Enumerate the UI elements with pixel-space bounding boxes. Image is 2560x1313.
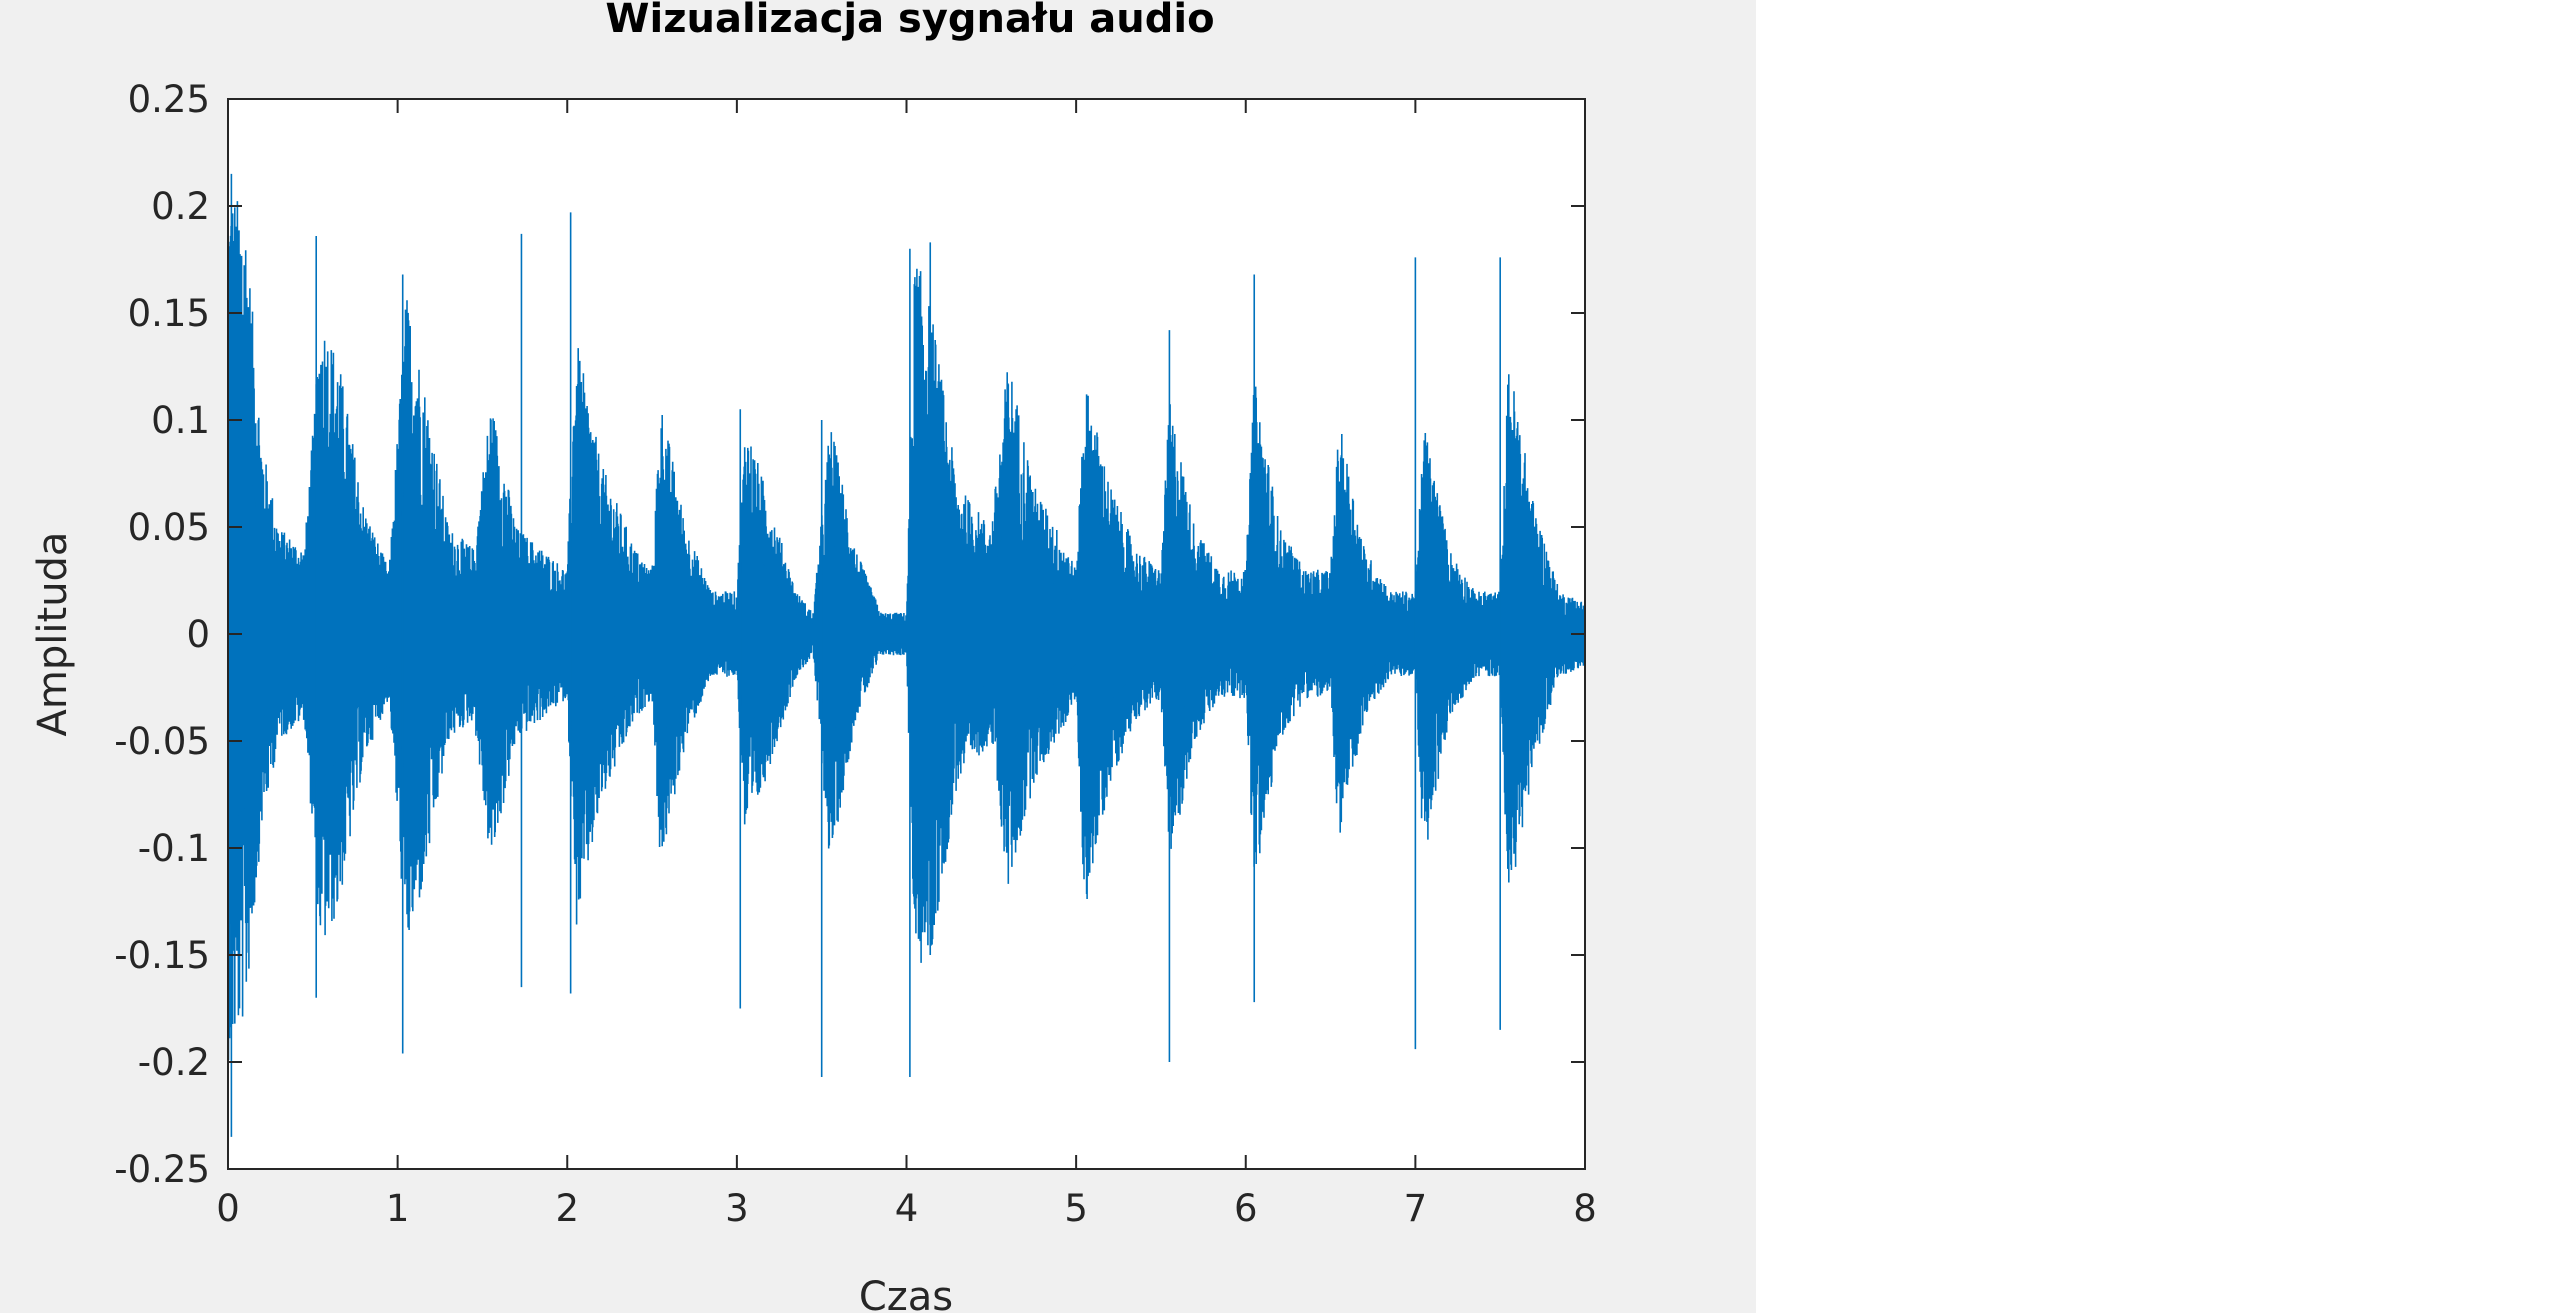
waveform-series — [227, 173, 1586, 1137]
waveform-chart: Wizualizacja sygnału audio 0 1 2 3 4 5 6 7 8 0.2… — [30, 0, 1597, 1313]
chart-title: Wizualizacja sygnału audio — [605, 0, 1214, 42]
y-tick-label: 0.25 — [128, 78, 210, 121]
y-tick-label: 0.05 — [128, 506, 210, 549]
y-tick-label: -0.1 — [138, 827, 210, 870]
x-tick-label: 0 — [216, 1187, 240, 1230]
blank-area — [1756, 0, 2560, 1313]
x-tick-label: 7 — [1404, 1187, 1428, 1230]
x-tick-label: 8 — [1573, 1187, 1597, 1230]
x-tick-label: 4 — [895, 1187, 919, 1230]
y-tick-label: -0.2 — [138, 1041, 210, 1084]
x-tick-label: 1 — [386, 1187, 410, 1230]
y-tick-label: 0.15 — [128, 292, 210, 335]
figure-window: Wizualizacja sygnału audio 0 1 2 3 4 5 6 7 8 0.2… — [0, 0, 1756, 1313]
x-tick-label: 5 — [1064, 1187, 1088, 1230]
y-axis-ticks: 0.25 0.2 0.15 0.1 0.05 0 -0.05 -0.1 -0.15 -0.2 -0.… — [114, 78, 1585, 1191]
y-axis-label: Amplituda — [30, 532, 76, 737]
y-tick-label: 0 — [186, 613, 210, 656]
y-tick-label: -0.25 — [114, 1148, 210, 1191]
x-axis-label: Czas — [859, 1274, 953, 1313]
x-axis-ticks: 0 1 2 3 4 5 6 7 8 — [216, 99, 1597, 1230]
x-tick-label: 3 — [725, 1187, 749, 1230]
y-tick-label: 0.1 — [151, 399, 210, 442]
y-tick-label: -0.05 — [114, 720, 210, 763]
x-tick-label: 6 — [1234, 1187, 1258, 1230]
y-tick-label: -0.15 — [114, 934, 210, 977]
x-tick-label: 2 — [555, 1187, 579, 1230]
y-tick-label: 0.2 — [151, 185, 210, 228]
